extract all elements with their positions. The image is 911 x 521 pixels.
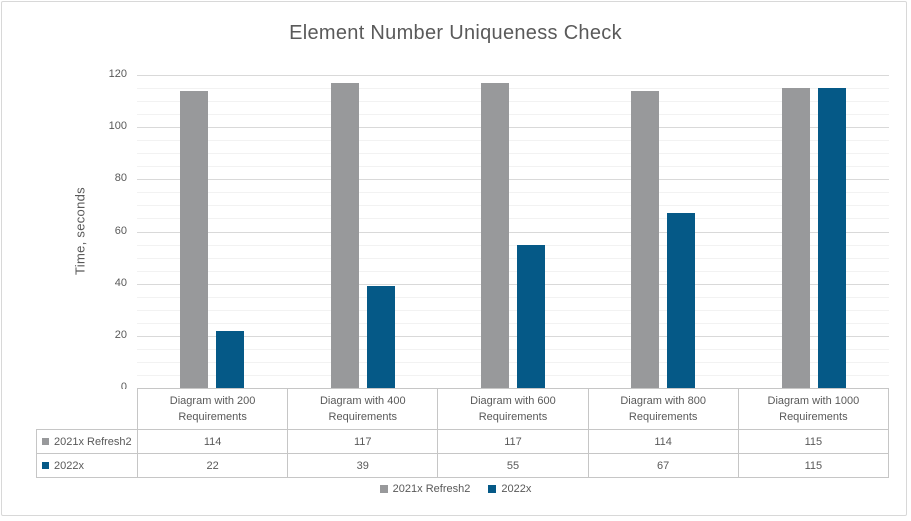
legend-key-icon (488, 485, 497, 493)
table-value-cell: 67 (587, 453, 739, 478)
chart-title: Element Number Uniqueness Check (289, 22, 622, 44)
minor-gridline (137, 257, 889, 259)
y-axis-tick-label: 40 (114, 276, 127, 289)
major-gridline (137, 335, 889, 337)
bar-2022x (516, 244, 545, 388)
bar-2022x (667, 213, 696, 388)
y-axis-tick-label: 20 (114, 328, 127, 341)
legend-item-2021x-refresh2: 2021x Refresh2 (379, 483, 471, 495)
table-column-header: Diagram with 800 Requirements (587, 388, 739, 430)
minor-gridline (137, 296, 889, 298)
category-group-diagram-with-400-requirements (287, 75, 437, 388)
y-axis-tick-label: 120 (108, 68, 127, 80)
table-series-label: 2022x (36, 453, 138, 478)
series-key-icon (42, 437, 49, 445)
minor-gridline (137, 270, 889, 272)
legend-label: 2021x Refresh2 (392, 483, 471, 495)
minor-gridline (137, 309, 889, 311)
minor-gridline (137, 140, 889, 142)
y-axis-tick-label: 0 (120, 381, 127, 393)
minor-gridline (137, 374, 889, 376)
minor-gridline (137, 205, 889, 207)
plot-area (137, 75, 889, 388)
minor-gridline (137, 322, 889, 324)
category-group-diagram-with-600-requirements (438, 75, 588, 388)
table-column-header: Diagram with 200 Requirements (136, 388, 289, 430)
table-value-cell: 55 (437, 453, 589, 478)
major-gridline (137, 179, 889, 181)
table-corner-cell (36, 388, 138, 430)
table-row-2022x: 2022x 22 39 55 67 115 (36, 453, 890, 478)
legend-key-icon (379, 485, 388, 493)
table-value-cell: 22 (136, 453, 289, 478)
bar-2022x (216, 330, 245, 388)
legend: 2021x Refresh2 2022x (0, 483, 911, 495)
legend-label: 2022x (501, 483, 532, 495)
category-group-diagram-with-1000-requirements (739, 75, 889, 388)
table-column-header: Diagram with 1000 Requirements (737, 388, 890, 430)
y-axis-tick-label: 100 (108, 120, 127, 133)
table-value-cell: 114 (136, 429, 289, 454)
table-column-header: Diagram with 600 Requirements (437, 388, 589, 430)
bar-2021x-refresh2 (480, 82, 509, 388)
bar-2021x-refresh2 (631, 90, 660, 388)
bar-2022x (817, 88, 846, 388)
minor-gridline (137, 348, 889, 350)
data-table: Diagram with 200 Requirements Diagram wit… (36, 388, 890, 478)
major-gridline (137, 283, 889, 285)
legend-item-2022x: 2022x (488, 483, 531, 495)
series-key-icon (42, 461, 49, 469)
y-axis-ticks: 0 20 40 60 80 100 120 (85, 0, 127, 521)
minor-gridline (137, 166, 889, 168)
minor-gridline (137, 153, 889, 155)
table-value-cell: 115 (737, 429, 890, 454)
table-value-cell: 117 (437, 429, 589, 454)
table-value-cell: 115 (737, 453, 890, 478)
bar-2021x-refresh2 (330, 82, 359, 388)
category-group-diagram-with-200-requirements (137, 75, 287, 388)
table-value-cell: 39 (287, 453, 439, 478)
table-row-2021x-refresh2: 2021x Refresh2 114 117 117 114 115 (36, 429, 890, 454)
minor-gridline (137, 101, 889, 103)
major-gridline (137, 127, 889, 129)
table-value-cell: 117 (287, 429, 439, 454)
major-gridline (137, 75, 889, 76)
minor-gridline (137, 218, 889, 220)
minor-gridline (137, 192, 889, 194)
minor-gridline (137, 88, 889, 90)
table-column-header: Diagram with 400 Requirements (287, 388, 439, 430)
y-axis-tick-label: 60 (114, 224, 127, 237)
table-series-label: 2021x Refresh2 (36, 429, 138, 454)
bar-2022x (366, 286, 395, 388)
y-axis-tick-label: 80 (114, 172, 127, 185)
minor-gridline (137, 361, 889, 363)
table-value-cell: 114 (587, 429, 739, 454)
bar-2021x-refresh2 (781, 88, 810, 388)
minor-gridline (137, 114, 889, 116)
minor-gridline (137, 244, 889, 246)
bar-2021x-refresh2 (180, 90, 209, 388)
category-group-diagram-with-800-requirements (588, 75, 738, 388)
major-gridline (137, 231, 889, 233)
